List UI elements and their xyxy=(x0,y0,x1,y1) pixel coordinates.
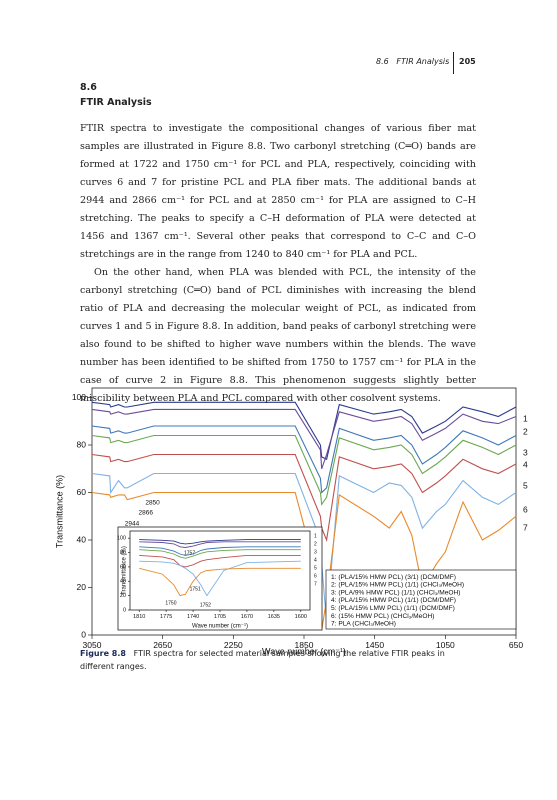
head-rule xyxy=(453,52,454,74)
x-tick-label: 2250 xyxy=(224,640,243,650)
running-section: 8.6 xyxy=(376,57,389,66)
curve-number: 5 xyxy=(523,480,528,490)
y-tick-label: 20 xyxy=(120,593,126,599)
page-number: 205 xyxy=(459,57,476,66)
legend-entry: 3: (PLA/9% HMW PCL) (1/1) (CHCl₃/MeOH) xyxy=(331,589,460,596)
paragraph: FTIR spectra to investigate the composit… xyxy=(80,123,476,260)
inset-frame xyxy=(117,526,323,631)
peak-annotation: 2866 xyxy=(139,510,154,517)
section-number: 8.6 xyxy=(80,82,97,93)
x-tick-label: 1050 xyxy=(436,640,455,650)
x-tick-label: 3050 xyxy=(83,640,102,650)
x-tick-label: 1740 xyxy=(187,614,199,620)
x-tick-label: 650 xyxy=(509,640,523,650)
curve-number: 5 xyxy=(314,565,317,571)
caption: Figure 8.8 FTIR spectra for selected mat… xyxy=(80,647,480,673)
y-axis-label: Transmittance (%) xyxy=(54,475,64,548)
spectrum-line xyxy=(139,554,301,568)
y-tick-label: 80 xyxy=(120,550,126,556)
y-tick-label: 40 xyxy=(77,534,87,544)
x-tick-label: 1635 xyxy=(268,614,280,620)
caption-label: Figure 8.8 xyxy=(80,649,126,658)
y-tick-label: 0 xyxy=(123,607,126,613)
curve-number: 4 xyxy=(314,557,317,563)
legend-entry: 1: (PLA/15% HMW PCL) (3/1) (DCM/DMF) xyxy=(331,574,456,581)
legend-entry: 5: (PLA/15% LMW PCL) (1/1) (DCM/DMF) xyxy=(331,605,455,612)
curve-number: 1 xyxy=(523,413,528,423)
spectrum-line xyxy=(91,453,517,543)
spectrum-line xyxy=(139,567,301,597)
y-tick-label: 0 xyxy=(81,629,86,639)
curve-number: 7 xyxy=(314,581,317,587)
peak-annotation: 2850 xyxy=(145,500,160,507)
spectrum-line xyxy=(91,425,517,494)
y-tick-label: 100 xyxy=(72,392,86,402)
x-tick-label: 1850 xyxy=(295,640,314,650)
spectrum-line xyxy=(91,408,517,469)
curve-number: 7 xyxy=(523,522,528,532)
y-tick-label: 100 xyxy=(117,536,126,542)
x-axis-label: Wave number (cm⁻¹) xyxy=(262,646,346,656)
legend-entry: 6: (15% HMW PCL) (CHCl₃/MeOH) xyxy=(331,613,434,620)
legend-box xyxy=(325,569,517,630)
peak-annotation: 1750 xyxy=(165,600,176,606)
y-tick-label: 60 xyxy=(77,487,87,497)
spectrum-line xyxy=(91,434,517,506)
curve-number: 6 xyxy=(314,573,317,579)
x-tick-label: 1450 xyxy=(365,640,384,650)
legend-entry: 2: (PLA/15% HMW PCL) (1/1) (CHCl₃/MeOH) xyxy=(331,582,464,589)
curve-number: 2 xyxy=(523,426,528,436)
x-tick-label: 2650 xyxy=(153,640,172,650)
curve-number: 3 xyxy=(314,549,317,555)
y-tick-label: 60 xyxy=(120,564,126,570)
y-tick-label: 80 xyxy=(77,439,87,449)
curve-number: 4 xyxy=(523,459,528,469)
paragraph: On the other hand, when PLA was blended … xyxy=(80,267,476,404)
x-tick-label: 1705 xyxy=(214,614,226,620)
section-title: FTIR Analysis xyxy=(80,97,152,108)
x-axis-label: Wave number (cm⁻¹) xyxy=(192,624,248,630)
peak-annotation: 1752 xyxy=(200,602,211,608)
peak-annotation: 2944 xyxy=(125,521,140,528)
spectrum-line xyxy=(139,539,301,545)
curve-number: 2 xyxy=(314,541,317,547)
spectrum-line xyxy=(139,546,301,556)
spectrum-line xyxy=(91,401,517,461)
spectrum-line xyxy=(139,560,301,597)
curve-number: 6 xyxy=(523,504,528,514)
y-axis-label: Transmittance (%) xyxy=(122,546,128,595)
x-tick-label: 1810 xyxy=(133,614,145,620)
spectrum-line xyxy=(91,472,517,624)
spectrum-line xyxy=(139,549,301,559)
caption-text: FTIR spectra for selected material sampl… xyxy=(80,649,445,671)
x-tick-label: 1670 xyxy=(241,614,253,620)
running-head: 8.6 FTIR Analysis xyxy=(376,57,449,66)
legend-entry: 4: (PLA/15% HMW PCL) (1/1) (DCM/DMF) xyxy=(331,597,456,604)
curve-number: 3 xyxy=(523,447,528,457)
x-tick-label: 1775 xyxy=(160,614,172,620)
body-text: FTIR spectra to investigate the composit… xyxy=(80,120,476,408)
peak-annotation: 1757 xyxy=(184,550,195,556)
y-tick-label: 40 xyxy=(120,579,126,585)
curve-number: 1 xyxy=(314,533,317,539)
y-tick-label: 20 xyxy=(77,582,87,592)
running-title: FTIR Analysis xyxy=(396,57,450,66)
spectrum-line xyxy=(139,541,301,548)
spectrum-line xyxy=(91,491,517,631)
x-tick-label: 1600 xyxy=(295,614,307,620)
peak-annotation: 1751 xyxy=(190,586,201,592)
legend-entry: 7: PLA (CHCl₃/MeOH) xyxy=(331,621,396,628)
